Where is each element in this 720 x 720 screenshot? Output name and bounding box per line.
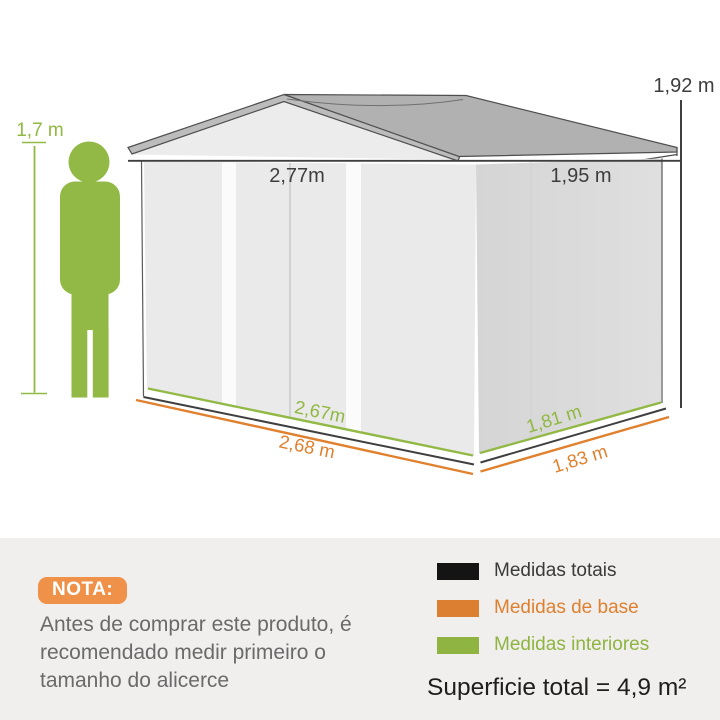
total-depth-label: 1,95 m xyxy=(550,165,611,187)
diagram-area: 1,7 m xyxy=(16,75,715,477)
total-surface-label: Superficie total = 4,9 m² xyxy=(427,674,687,701)
interior-base-lines xyxy=(147,387,662,457)
shed-gable xyxy=(133,102,459,160)
foundation-base-lines xyxy=(135,398,670,476)
shed-side-wall xyxy=(476,158,662,454)
shed-dimension-diagram: 1,7 m xyxy=(16,75,714,477)
person-silhouette xyxy=(60,141,120,398)
note-badge: NOTA: xyxy=(38,577,128,604)
legend-label-base: Medidas de base xyxy=(494,597,639,618)
total-base-outline xyxy=(143,396,667,466)
roof-ridge-line xyxy=(286,98,464,107)
info-panel: NOTA: Antes de comprar este produto, é r… xyxy=(0,538,720,720)
base-depth-label: 1,83 m xyxy=(550,440,610,477)
note-text: Antes de comprar este produto, é recomen… xyxy=(40,613,352,692)
person-height-label: 1,7 m xyxy=(16,120,64,141)
front-wall-left-edge xyxy=(140,161,145,397)
door-frame-strip-left xyxy=(222,162,236,409)
person-height-ruler xyxy=(21,141,47,395)
total-measure-lines xyxy=(128,100,682,466)
legend-swatch-total xyxy=(437,562,479,580)
legend-swatch-interior xyxy=(437,636,479,654)
shed-illustration xyxy=(127,93,678,456)
legend-label-interior: Medidas interiores xyxy=(494,634,650,655)
door-frame-strip-right xyxy=(346,163,361,433)
total-height-label: 1,92 m xyxy=(653,75,714,97)
legend-item-total: Medidas totais xyxy=(437,560,649,581)
legend-item-interior: Medidas interiores xyxy=(437,634,650,655)
legend-swatch-base xyxy=(437,599,479,617)
legend-item-base: Medidas de base xyxy=(437,597,649,618)
legend-label-total: Medidas totais xyxy=(494,560,617,581)
total-width-label: 2,77m xyxy=(269,165,325,187)
legend: Medidas totais Medidas de base Medidas i… xyxy=(437,560,650,673)
